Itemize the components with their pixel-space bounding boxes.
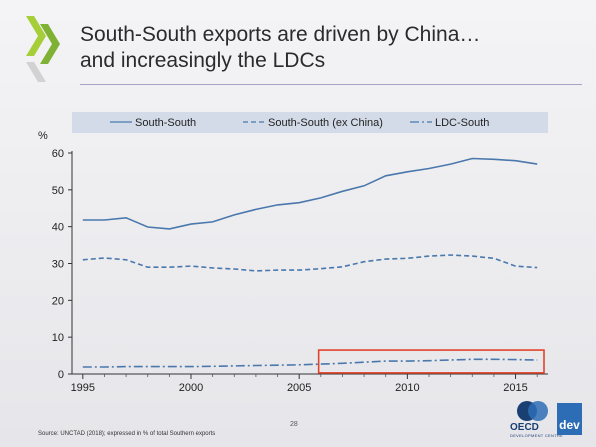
legend-label-2: South-South (ex China) [268,117,383,129]
logo-subtitle: DEVELOPMENT CENTRE [510,433,564,438]
highlight-box [317,349,545,374]
slide-title: South-South exports are driven by China…… [80,22,580,74]
y-axis-label: % [38,130,48,142]
legend-label-1: South-South [135,117,196,129]
legend-label-3: LDC-South [435,117,489,129]
series-line-1 [82,157,538,230]
globe-icon [517,401,548,421]
x-tick-label: 1995 [71,382,95,394]
y-tick-label: 30 [52,259,64,271]
series-line-2 [82,254,538,272]
y-tick-label: 0 [58,369,64,381]
y-tick-label: 50 [52,185,64,197]
logo-text: OECD [510,422,539,433]
y-tick-label: 40 [52,222,64,234]
source-note: Source: UNCTAD (2018); expressed in % of… [38,431,216,437]
slide-title-line-1: South-South exports are driven by China… [80,23,481,46]
y-tick-label: 60 [52,148,64,160]
legend-background [72,112,548,133]
x-tick-label: 2005 [287,382,311,394]
chevron-logo-icon [26,14,66,89]
oecd-development-centre-logo: OECD DEVELOPMENT CENTRE dev [510,400,582,440]
page-number: 28 [290,421,298,428]
series-line-3 [82,358,538,368]
logo-dev-badge: dev [557,403,582,435]
x-tick-label: 2010 [395,382,419,394]
x-tick-label: 2000 [179,382,203,394]
y-tick-label: 10 [52,332,64,344]
x-tick-label: 2015 [503,382,527,394]
y-tick-label: 20 [52,295,64,307]
slide-title-line-2: and increasingly the LDCs [80,49,326,72]
title-divider [80,84,582,85]
